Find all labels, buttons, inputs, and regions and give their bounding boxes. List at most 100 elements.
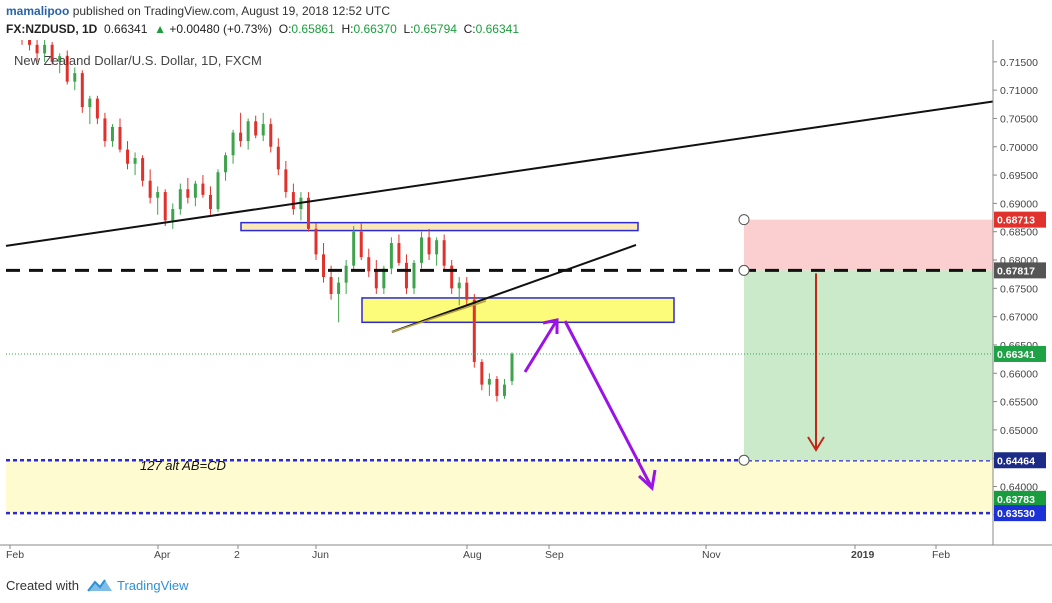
price-tag-bg <box>994 345 1046 362</box>
rising-trendline <box>5 100 994 247</box>
x-tick-label: Sep <box>545 549 564 561</box>
close-value: 0.66341 <box>475 22 519 36</box>
y-tick-label: 0.70000 <box>1000 142 1038 154</box>
candle-body <box>156 192 160 198</box>
high-value: 0.66370 <box>353 22 397 36</box>
y-tick-label: 0.64000 <box>1000 482 1038 494</box>
candle-body <box>442 240 446 266</box>
candle-body <box>374 271 378 289</box>
y-tick-label: 0.66000 <box>1000 368 1038 380</box>
price-tag-label: 0.68713 <box>997 215 1035 227</box>
price-tag-bg <box>994 452 1046 469</box>
candle-body <box>404 262 408 289</box>
candle-body <box>329 277 333 294</box>
resistance-zone <box>240 221 639 232</box>
price-tag: 0.63783 <box>994 490 1046 507</box>
candle-body <box>35 44 39 54</box>
x-tick-label: Feb <box>6 549 24 561</box>
open-value: 0.65861 <box>291 22 335 36</box>
candle-body <box>359 231 363 258</box>
chart-area[interactable]: 0.71500 0.71000 0.70500 0.70000 0.69500 0.690… <box>0 16 1052 568</box>
price-tag-bg <box>994 505 1046 522</box>
price-tag-bg <box>994 211 1046 228</box>
price-tag-label: 0.67817 <box>997 265 1035 277</box>
candle-body <box>118 126 122 150</box>
pattern-label: 127 alt AB=CD <box>140 458 226 473</box>
candle-body <box>73 73 77 82</box>
candle-body <box>58 56 62 62</box>
candle-body <box>216 172 220 210</box>
price-tag-bg <box>994 490 1046 507</box>
candle-body <box>322 254 326 278</box>
candle-body <box>103 118 107 142</box>
y-tick-label: 0.70500 <box>1000 113 1038 125</box>
candle-body <box>344 265 348 283</box>
candle-body <box>487 378 491 385</box>
candle-body <box>510 354 514 382</box>
entry-handle <box>738 264 750 276</box>
price-tag-label: 0.66341 <box>997 349 1035 361</box>
candle-body <box>397 243 401 263</box>
candle-body <box>306 197 310 229</box>
last-price: 0.66341 <box>104 22 148 36</box>
price-chart[interactable]: 0.71500 0.71000 0.70500 0.70000 0.69500 0.690… <box>0 16 1052 568</box>
target-zone <box>6 460 993 514</box>
price-tag: 0.68713 <box>994 211 1046 228</box>
low-label: L: <box>403 22 414 36</box>
x-tick-label: Feb <box>932 549 950 561</box>
publish-info: mamalipoo published on TradingView.com, … <box>6 4 390 18</box>
candle-body <box>352 231 356 266</box>
candle-body <box>224 155 228 173</box>
candle-body <box>133 158 137 164</box>
demand-zone <box>361 297 675 324</box>
y-tick-label: 0.67500 <box>1000 283 1038 295</box>
candle-body <box>163 192 167 221</box>
symbol-info: FX:NZDUSD, 1D 0.66341 ▲ +0.00480 (+0.73%… <box>6 22 519 36</box>
candle-body <box>314 228 318 255</box>
candle-body <box>126 149 130 164</box>
inner-trendline-overlay <box>391 300 487 333</box>
candle-body <box>480 361 484 385</box>
candle-body <box>465 282 469 300</box>
tradingview-logo-icon[interactable] <box>87 577 113 598</box>
candle-body <box>50 44 54 62</box>
candle-body <box>420 237 424 263</box>
x-tick-label: 2 <box>234 549 240 561</box>
price-tag: 0.66341 <box>994 345 1046 362</box>
candle-body <box>141 158 145 181</box>
candle-body <box>110 126 114 142</box>
price-tag-bg <box>994 262 1046 279</box>
tradingview-brand[interactable]: TradingView <box>117 578 189 593</box>
candle-body <box>472 299 476 362</box>
inner-trendline <box>391 244 637 333</box>
candle-body <box>457 282 461 289</box>
x-tick-label: Apr <box>154 549 171 561</box>
stop-handle <box>738 214 750 226</box>
price-tag: 0.67817 <box>994 262 1046 279</box>
candle-body <box>276 146 280 170</box>
candle-body <box>367 257 371 272</box>
open-label: O: <box>278 22 292 36</box>
candle-body <box>291 192 295 210</box>
author-link[interactable]: mamalipoo <box>6 4 70 18</box>
candle-body <box>171 209 175 221</box>
price-tag-label: 0.63783 <box>997 494 1035 506</box>
footer: Created with TradingView <box>0 568 1052 603</box>
candle-body <box>193 183 197 198</box>
candle-body <box>28 36 32 45</box>
candle-body <box>88 98 92 108</box>
chart-header: mamalipoo published on TradingView.com, … <box>0 0 1052 40</box>
y-tick-label: 0.65000 <box>1000 425 1038 437</box>
y-tick-label: 0.65500 <box>1000 397 1038 409</box>
x-tick-label: 2019 <box>851 549 875 561</box>
candle-body <box>80 73 84 108</box>
price-change: +0.00480 (+0.73%) <box>169 22 273 36</box>
projection-arrow-up <box>523 319 559 373</box>
candle-body <box>43 44 47 54</box>
up-arrow-icon: ▲ <box>154 22 166 36</box>
y-tick-label: 0.69000 <box>1000 198 1038 210</box>
candle-body <box>435 240 439 255</box>
candle-body <box>231 132 235 156</box>
symbol-name[interactable]: FX:NZDUSD, 1D <box>6 22 98 36</box>
x-tick-label: Nov <box>702 549 721 561</box>
